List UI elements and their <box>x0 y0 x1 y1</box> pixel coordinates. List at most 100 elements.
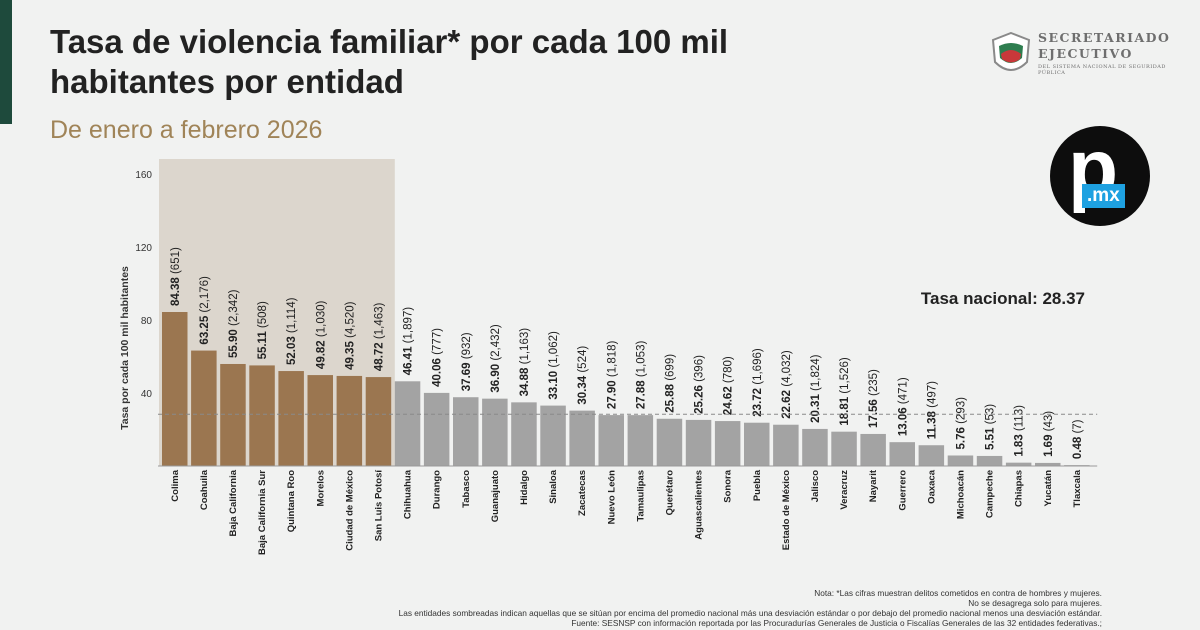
bar-value-label: 5.51 (53) <box>985 404 997 450</box>
bar <box>773 424 799 466</box>
logo-text: SECRETARIADO EJECUTIVO DEL SISTEMA NACIO… <box>1038 30 1180 76</box>
x-tick-label: Chihuahua <box>403 469 414 519</box>
sesnsp-logo: SECRETARIADO EJECUTIVO DEL SISTEMA NACIO… <box>990 28 1180 84</box>
bar-value-label: 30.34 (524) <box>577 346 589 405</box>
x-tick-label: Tabasco <box>461 470 472 508</box>
x-tick-label: Jalisco <box>810 470 821 502</box>
x-tick-label: Yucatán <box>1043 470 1054 507</box>
x-tick-label: Tamaulipas <box>635 470 646 522</box>
logo-line-2: EJECUTIVO <box>1038 46 1133 61</box>
x-tick-label: Chiapas <box>1014 470 1025 507</box>
bar-value-label: 24.62 (780) <box>723 356 735 415</box>
pulso-badge: p .mx <box>1050 126 1150 226</box>
bar <box>482 398 508 466</box>
x-tick-label: Ciudad de México <box>344 470 355 551</box>
x-tick-label: Guanajuato <box>490 470 501 522</box>
bar-value-label: 22.62 (4,032) <box>781 350 793 419</box>
x-tick-label: Nuevo León <box>606 470 617 525</box>
bar <box>598 415 624 466</box>
x-tick-label: Tlaxcala <box>1072 469 1083 507</box>
x-tick-label: Baja California <box>228 469 239 536</box>
chart-notes: Nota: *Las cifras muestran delitos comet… <box>202 588 1102 628</box>
bar <box>802 428 828 466</box>
bar <box>191 350 217 466</box>
bar-value-label: 34.88 (1,163) <box>519 328 531 397</box>
bar-value-label: 36.90 (2,432) <box>490 324 502 393</box>
bar <box>947 455 974 466</box>
logo-line-3: DEL SISTEMA NACIONAL DE SEGURIDAD PÚBLIC… <box>1038 64 1166 76</box>
national-rate-label: Tasa nacional: 28.37 <box>921 289 1085 308</box>
bar-value-label: 55.11 (508) <box>257 301 269 359</box>
bar-value-label: 48.72 (1,463) <box>373 303 385 372</box>
bar-value-label: 11.38 (497) <box>926 381 938 439</box>
bar-value-label: 46.41 (1,897) <box>403 307 415 376</box>
x-tick-label: Coahuila <box>199 469 210 510</box>
x-tick-label: San Luis Potosí <box>373 470 384 542</box>
bar <box>569 410 595 466</box>
bar-value-label: 84.38 (651) <box>170 247 182 306</box>
note-line: Nota: *Las cifras muestran delitos comet… <box>814 588 1102 598</box>
y-tick-label: 80 <box>141 316 153 327</box>
bar <box>1005 462 1032 466</box>
bar-value-label: 20.31 (1,824) <box>810 354 822 423</box>
x-tick-label: Michoacán <box>955 470 966 519</box>
bar <box>889 442 915 466</box>
x-tick-label: Quintana Roo <box>286 470 297 532</box>
bar-value-label: 33.10 (1,062) <box>548 331 560 400</box>
bar <box>423 392 450 466</box>
bar <box>714 421 741 466</box>
x-tick-label: Morelos <box>315 470 326 506</box>
bar-value-label: 25.88 (699) <box>664 354 676 413</box>
bar <box>976 455 1003 466</box>
bar-value-label: 49.82 (1,030) <box>315 300 327 369</box>
bar <box>336 375 363 466</box>
y-tick-label: 160 <box>135 170 152 181</box>
bar-value-label: 52.03 (1,114) <box>286 297 298 365</box>
bar-value-label: 27.90 (1,818) <box>606 340 618 409</box>
bar <box>685 419 712 466</box>
bar <box>918 445 945 466</box>
note-line: No se desagrega solo para mujeres. <box>968 598 1102 608</box>
y-tick-label: 120 <box>135 243 152 254</box>
bar-value-label: 0.48 (7) <box>1072 419 1084 459</box>
bar-value-label: 18.81 (1,526) <box>839 357 851 426</box>
bar-value-label: 1.69 (43) <box>1043 411 1055 457</box>
accent-bar <box>0 0 12 124</box>
bar <box>394 381 421 466</box>
y-tick-label: 40 <box>141 389 153 400</box>
bar-value-label: 5.76 (293) <box>955 397 967 450</box>
x-tick-label: Estado de México <box>781 470 792 550</box>
bar <box>249 365 275 466</box>
seal-icon <box>991 32 1031 71</box>
bar <box>307 375 333 466</box>
x-tick-label: Guerrero <box>897 470 908 511</box>
bar <box>540 405 566 466</box>
bar <box>656 418 683 466</box>
x-tick-label: Oaxaca <box>926 469 937 504</box>
x-tick-label: Nayarit <box>868 469 879 502</box>
x-tick-label: Querétaro <box>664 470 675 516</box>
chart-title: Tasa de violencia familiar* por cada 100… <box>50 23 729 100</box>
x-tick-label: Zacatecas <box>577 470 588 516</box>
note-line: Fuente: SESNSP con información reportada… <box>571 618 1102 628</box>
bar-value-label: 27.88 (1,053) <box>635 341 647 410</box>
bar-value-label: 17.56 (235) <box>868 369 880 428</box>
bar-value-label: 49.35 (4,520) <box>344 301 356 370</box>
bar <box>627 415 654 466</box>
bar <box>744 422 770 466</box>
chart-subtitle: De enero a febrero 2026 <box>50 116 323 144</box>
bar-value-label: 55.90 (2,342) <box>228 289 240 358</box>
x-tick-label: Veracruz <box>839 470 850 510</box>
x-tick-label: Aguascalientes <box>694 470 705 540</box>
x-tick-label: Colima <box>170 469 181 501</box>
x-tick-label: Sinaloa <box>548 469 559 504</box>
bar-value-label: 23.72 (1,696) <box>752 348 764 417</box>
bar <box>365 377 392 466</box>
bar <box>860 433 886 466</box>
x-tick-label: Hidalgo <box>519 470 530 505</box>
bar-value-label: 1.83 (113) <box>1014 405 1026 457</box>
bar <box>511 402 537 466</box>
bar <box>220 363 246 466</box>
bar <box>278 371 304 466</box>
